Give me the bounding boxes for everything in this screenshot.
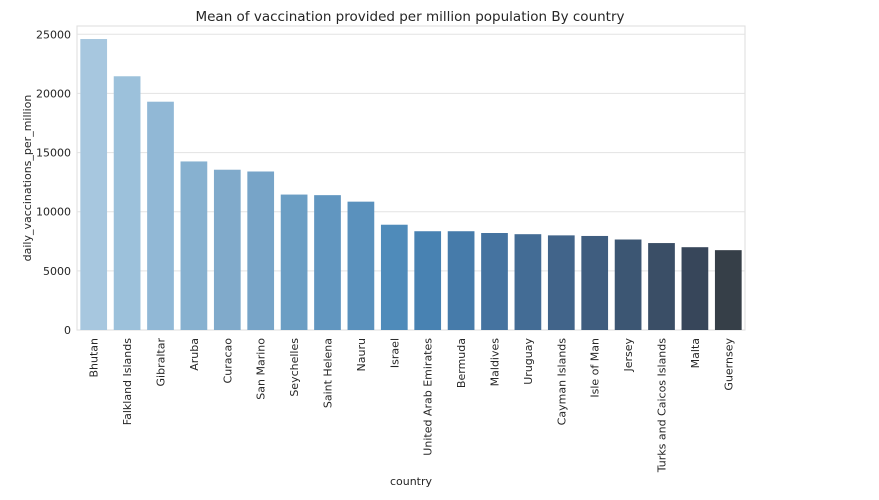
x-tick-label: Jersey (622, 338, 635, 373)
y-tick-label: 15000 (36, 147, 71, 160)
bar-israel (380, 224, 408, 330)
x-tick-label: Turks and Caicos Islands (656, 338, 669, 474)
y-axis-ticks: 0 5000 10000 15000 20000 25000 (36, 28, 71, 337)
x-tick-label: Cayman Islands (555, 338, 568, 426)
bar-turks-and-caicos-islands (648, 243, 675, 330)
x-tick-label: Curacao (221, 338, 234, 384)
bar-saint-helena (314, 195, 341, 330)
x-tick-label: United Arab Emirates (422, 338, 435, 456)
y-tick-label: 0 (64, 324, 71, 337)
bar-uruguay (514, 234, 542, 330)
bar-malta (681, 247, 709, 330)
bar-maldives (481, 233, 508, 330)
x-tick-label: Saint Helena (322, 338, 335, 408)
y-tick-label: 10000 (36, 206, 71, 219)
bar-falkland-islands (113, 76, 141, 331)
x-tick-label: Nauru (355, 338, 368, 371)
bar-bhutan (80, 39, 108, 331)
x-tick-label: Uruguay (522, 338, 535, 385)
bar-nauru (347, 201, 375, 330)
x-tick-label: Bermuda (455, 338, 468, 388)
x-axis-ticks: Bhutan Falkland Islands Gibraltar Aruba Cura… (88, 338, 736, 474)
bar-isle-of-man (581, 235, 609, 330)
bar-jersey (614, 239, 642, 330)
bar-seychelles (280, 194, 308, 330)
bar-aruba (180, 161, 208, 330)
x-tick-label: Bhutan (88, 338, 101, 378)
bar-gibraltar (147, 101, 174, 330)
x-tick-label: Seychelles (288, 338, 301, 397)
bars (80, 39, 742, 331)
x-tick-label: Gibraltar (155, 338, 168, 387)
x-tick-label: Maldives (489, 338, 502, 387)
x-tick-label: Isle of Man (589, 338, 602, 398)
y-axis-label: daily_vaccinations_per_million (21, 95, 34, 262)
x-tick-label: Guernsey (722, 338, 735, 391)
plot-area (76, 25, 746, 331)
bar-guernsey (714, 250, 742, 330)
bar-san-marino (247, 171, 275, 330)
chart-title: Mean of vaccination provided per million… (195, 9, 624, 25)
y-tick-label: 5000 (43, 265, 71, 278)
bar-curacao (213, 169, 241, 330)
bar-united-arab-emirates (414, 231, 442, 330)
bar-bermuda (447, 231, 475, 330)
x-tick-label: Falkland Islands (121, 338, 134, 425)
x-tick-label: Israel (388, 338, 401, 368)
x-axis-label: country (390, 475, 433, 488)
x-tick-label: Malta (689, 338, 702, 368)
y-tick-label: 20000 (36, 87, 71, 100)
x-tick-label: San Marino (255, 338, 268, 400)
y-tick-label: 25000 (36, 28, 71, 41)
bar-cayman-islands (547, 235, 575, 330)
x-tick-label: Aruba (188, 338, 201, 371)
